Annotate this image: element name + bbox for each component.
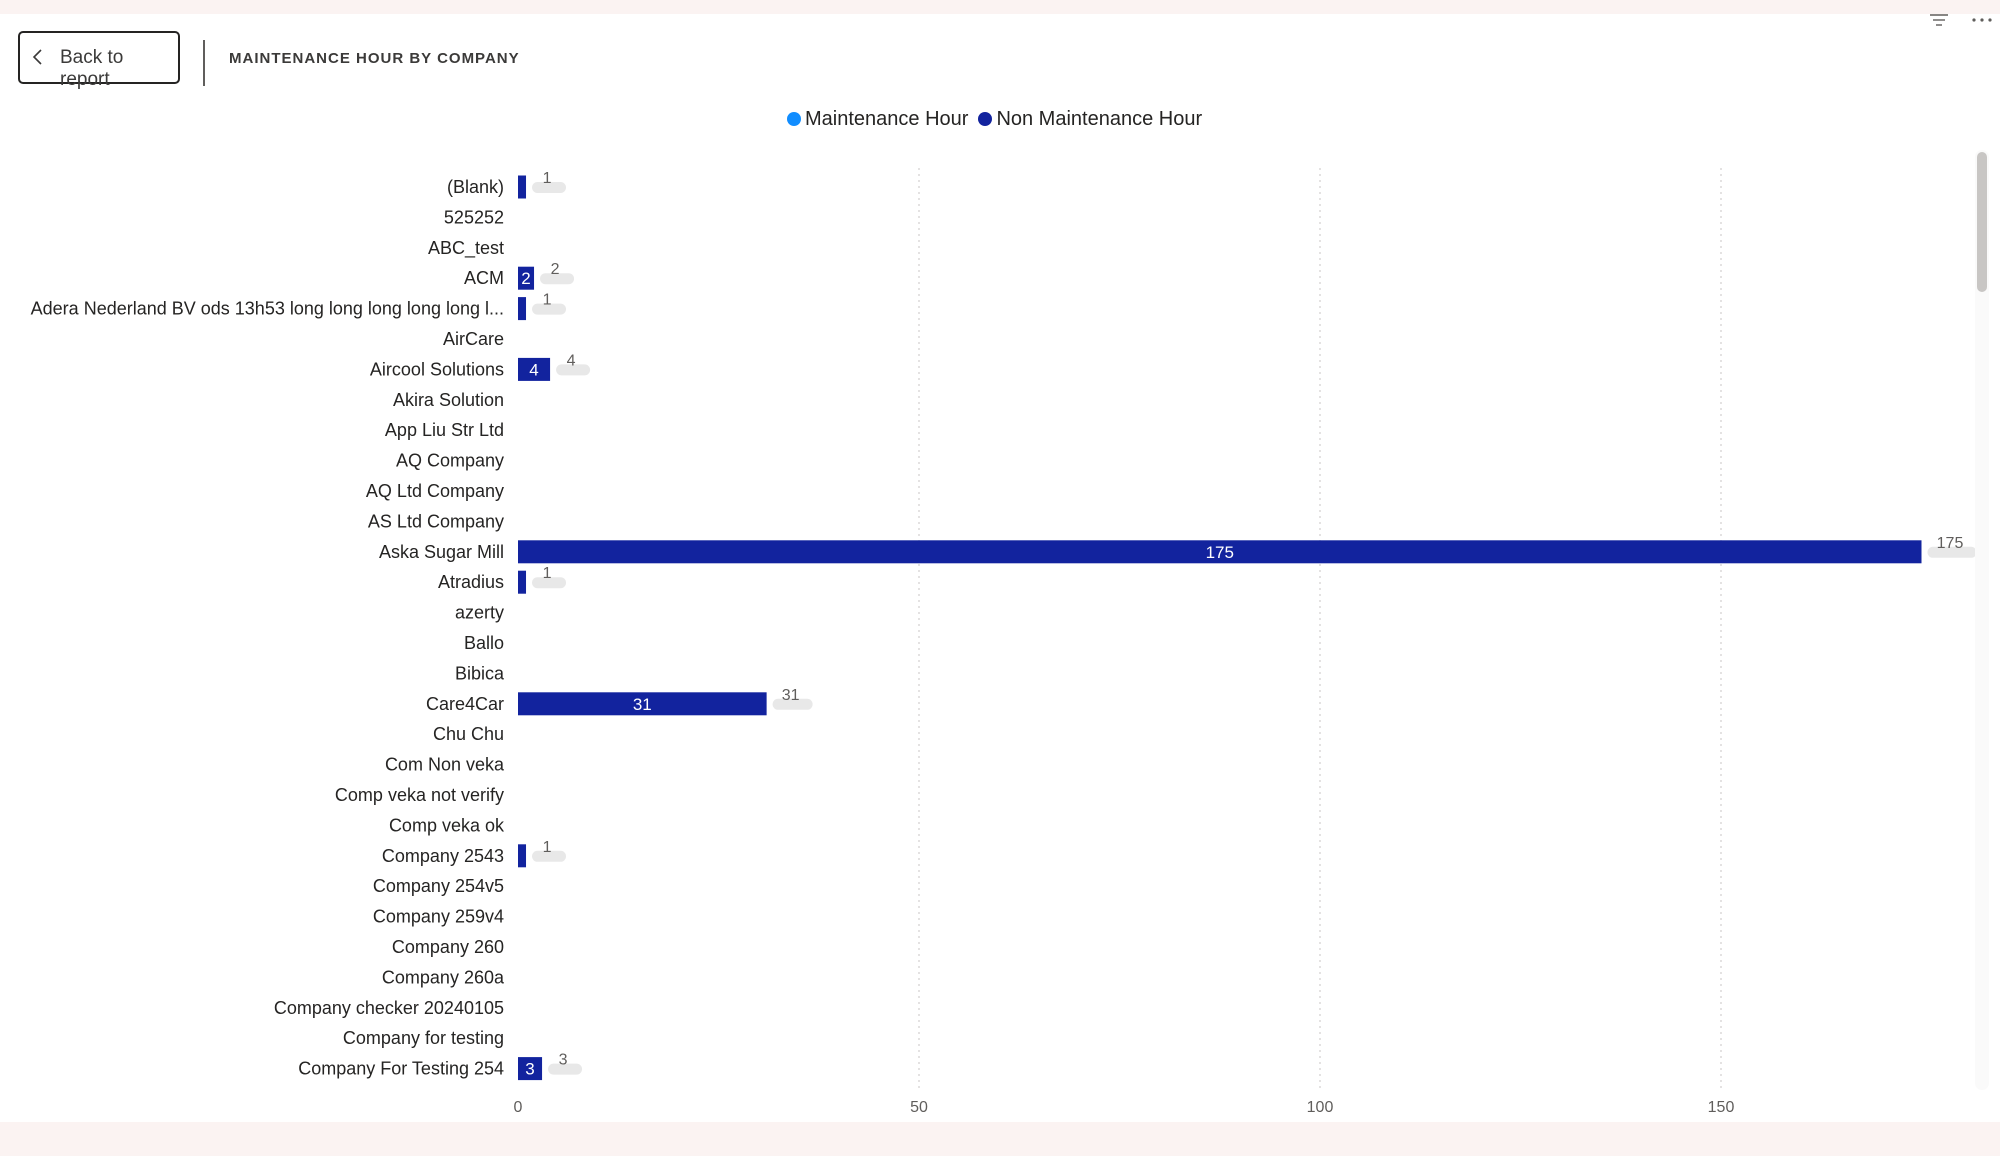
category-label: Chu Chu — [433, 724, 504, 744]
bar-inside-label: 4 — [529, 360, 538, 379]
bar-inside-label: 2 — [521, 269, 530, 288]
bar-inside-label: 31 — [633, 695, 652, 714]
bar-non-maintenance[interactable] — [518, 357, 551, 381]
category-label: Company 260a — [382, 967, 505, 987]
x-tick-label-100: 100 — [1307, 1099, 1334, 1116]
total-data-label: 31 — [782, 687, 800, 704]
visual-title: MAINTENANCE HOUR BY COMPANY — [229, 50, 520, 67]
chart-legend: Maintenance Hour Non Maintenance Hour — [787, 105, 1212, 133]
category-label: Akira Solution — [393, 390, 504, 410]
back-to-report-button[interactable]: Back to report — [18, 31, 180, 90]
bar-non-maintenance[interactable] — [518, 844, 527, 868]
chart-scrollbar-thumb[interactable] — [1977, 152, 1987, 292]
total-label-bubble — [532, 182, 567, 193]
category-label: Company checker 20240105 — [274, 998, 504, 1018]
total-label-bubble — [532, 303, 567, 315]
category-label: Ballo — [464, 633, 504, 653]
category-label: Company 254v5 — [373, 876, 504, 896]
category-label: Aircool Solutions — [370, 359, 504, 379]
total-label-bubble — [532, 850, 567, 862]
total-data-label: 3 — [559, 1052, 568, 1069]
category-label: Atradius — [438, 572, 504, 592]
category-label: Bibica — [455, 663, 505, 683]
legend-marker-maintenance — [787, 112, 801, 126]
total-data-label: 1 — [543, 170, 552, 187]
total-label-bubble — [548, 1063, 583, 1075]
legend-label-non-maintenance: Non Maintenance Hour — [996, 107, 1203, 130]
category-label: Company 2543 — [382, 846, 504, 866]
category-label: App Liu Str Ltd — [385, 420, 504, 440]
legend-item-maintenance[interactable]: Maintenance Hour — [787, 108, 968, 131]
category-label: Adera Nederland BV ods 13h53 long long l… — [31, 299, 504, 319]
category-label: AQ Ltd Company — [366, 481, 504, 501]
category-label: AirCare — [443, 329, 504, 349]
x-tick-label-50: 50 — [910, 1099, 928, 1116]
filter-icon[interactable] — [1928, 9, 1950, 31]
total-label-bubble — [540, 273, 575, 285]
total-label-bubble — [1927, 546, 1977, 558]
total-label-bubble — [772, 698, 813, 710]
total-data-label: 175 — [1937, 535, 1964, 552]
category-label: ABC_test — [428, 238, 504, 259]
bar-inside-label: 3 — [525, 1060, 534, 1079]
x-tick-label-150: 150 — [1708, 1099, 1735, 1116]
x-tick-label-0: 0 — [514, 1099, 523, 1116]
category-label: Aska Sugar Mill — [379, 542, 504, 562]
more-options-icon[interactable] — [1969, 9, 1995, 31]
bar-inside-label: 175 — [1206, 543, 1234, 562]
total-data-label: 1 — [543, 292, 552, 309]
total-label-bubble — [556, 364, 591, 376]
total-label-bubble — [532, 577, 567, 589]
total-data-label: 2 — [551, 261, 560, 278]
bar-non-maintenance[interactable] — [518, 570, 527, 594]
category-label: Company 259v4 — [373, 907, 504, 927]
bar-non-maintenance[interactable] — [518, 692, 767, 716]
bar-non-maintenance[interactable] — [518, 1057, 543, 1081]
title-divider — [203, 40, 205, 86]
report-canvas — [0, 14, 2000, 1122]
category-label: AS Ltd Company — [368, 511, 504, 531]
category-label: (Blank) — [447, 177, 504, 197]
back-to-report-label: Back to report — [60, 47, 124, 90]
bar-non-maintenance[interactable] — [518, 175, 527, 199]
category-label: ACM — [464, 268, 504, 288]
category-label: Company 260 — [392, 937, 504, 957]
category-label: 525252 — [444, 207, 504, 227]
chart-scrollbar-track[interactable] — [1975, 150, 1989, 1090]
total-data-label: 1 — [543, 565, 552, 582]
legend-item-non-maintenance[interactable]: Non Maintenance Hour — [978, 108, 1202, 131]
bar-non-maintenance[interactable] — [518, 297, 527, 321]
legend-label-maintenance: Maintenance Hour — [805, 107, 969, 130]
category-label: Company for testing — [343, 1028, 504, 1048]
total-data-label: 1 — [543, 839, 552, 856]
category-label: Company For Testing 254 — [298, 1059, 504, 1079]
category-label: Care4Car — [426, 694, 504, 714]
bar-non-maintenance[interactable] — [518, 540, 1922, 564]
chevron-left-icon — [32, 49, 42, 65]
total-data-label: 4 — [567, 352, 576, 369]
category-label: AQ Company — [396, 451, 504, 471]
legend-marker-non-maintenance — [978, 112, 993, 126]
bar-non-maintenance[interactable] — [518, 266, 535, 290]
category-label: Comp veka not verify — [335, 785, 504, 805]
category-label: Com Non veka — [385, 755, 505, 775]
category-label: azerty — [455, 603, 504, 623]
category-label: Comp veka ok — [389, 815, 505, 835]
